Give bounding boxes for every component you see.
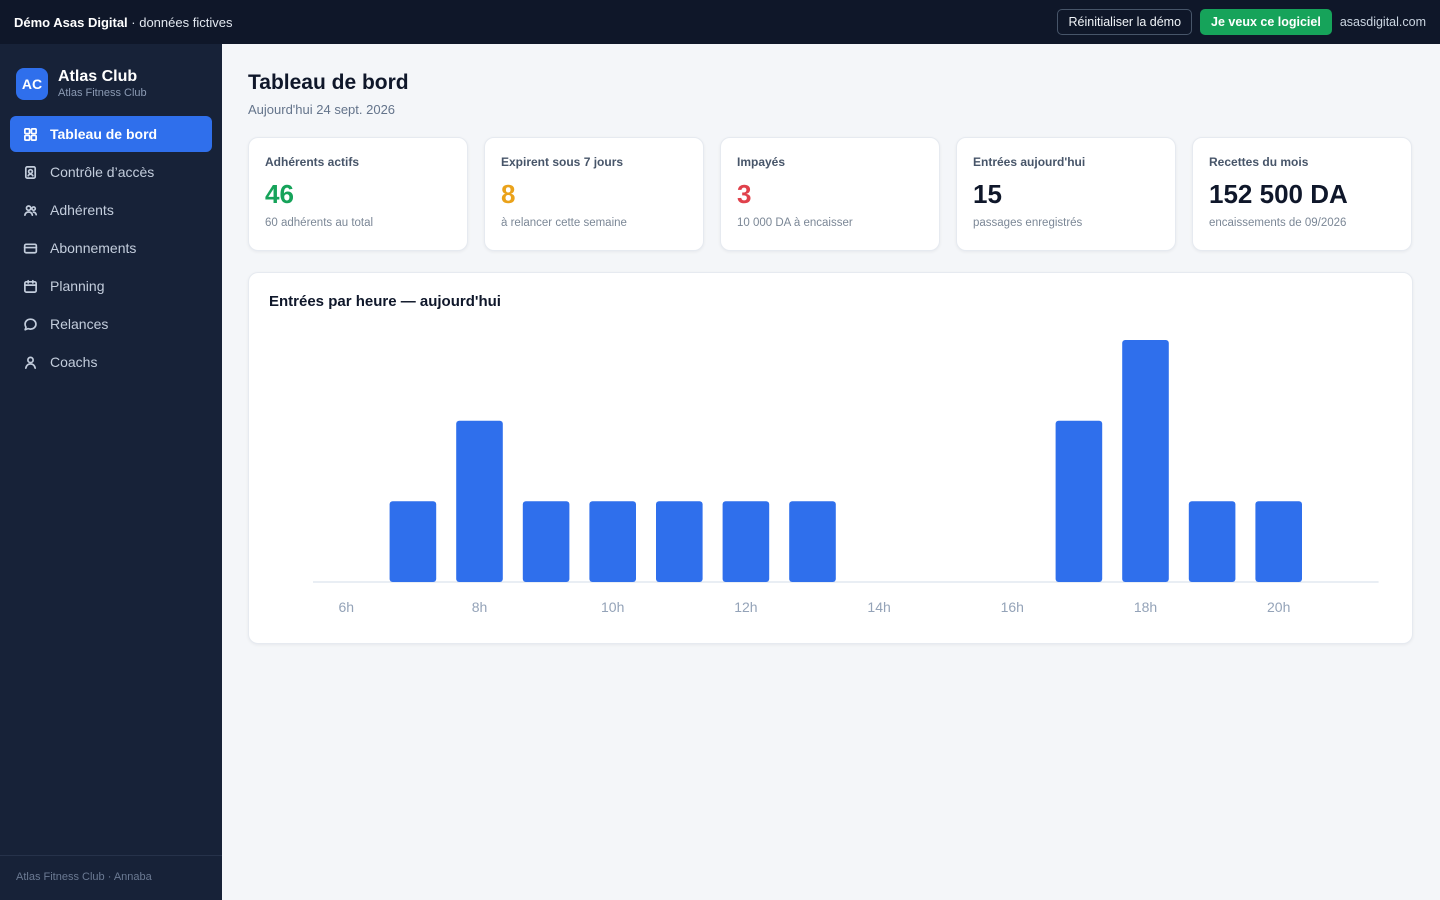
sidebar-item-members[interactable]: Adhérents xyxy=(10,192,212,228)
club-logo: AC Atlas Club Atlas Fitness Club xyxy=(0,44,222,106)
chart-bar-20h xyxy=(1255,501,1302,582)
x-tick-label: 18h xyxy=(1134,599,1157,615)
club-name: Atlas Club xyxy=(58,68,138,85)
sidebar-item-label: Tableau de bord xyxy=(50,126,158,142)
main-content: Tableau de bord Aujourd'hui 24 sept. 202… xyxy=(222,44,1440,900)
stat-value: 8 xyxy=(501,179,516,209)
sidebar: AC Atlas Club Atlas Fitness Club Tableau… xyxy=(0,44,222,900)
badge-icon xyxy=(22,164,38,180)
stat-subtext: 60 adhérents au total xyxy=(265,217,374,229)
stat-value: 3 xyxy=(737,179,752,209)
sidebar-footer: Atlas Fitness Club · Annaba xyxy=(0,855,222,900)
sidebar-item-label: Planning xyxy=(50,278,105,294)
sidebar-nav: Tableau de bord Contrôle d’accès Adhéren… xyxy=(0,116,222,380)
x-tick-label: 10h xyxy=(601,599,624,615)
chart-title: Entrées par heure — aujourd'hui xyxy=(269,293,501,310)
stat-card-unpaid: Impayés 3 10 000 DA à encaisser xyxy=(720,137,940,251)
dashboard-icon xyxy=(22,126,38,142)
stat-card-expiring: Expirent sous 7 jours 8 à relancer cette… xyxy=(484,137,704,251)
chart-bar-11h xyxy=(656,501,703,582)
sidebar-item-label: Adhérents xyxy=(50,202,114,218)
sidebar-item-label: Contrôle d’accès xyxy=(50,164,155,180)
users-icon xyxy=(22,202,38,218)
chart-bar-10h xyxy=(589,501,636,582)
message-icon xyxy=(22,316,38,332)
sidebar-item-label: Coachs xyxy=(50,354,98,370)
stat-value: 152 500 DA xyxy=(1209,179,1348,209)
stat-card-active-members: Adhérents actifs 46 60 adhérents au tota… xyxy=(248,137,468,251)
stat-subtext: à relancer cette semaine xyxy=(501,217,627,229)
x-tick-label: 16h xyxy=(1001,599,1024,615)
stat-card-entries-today: Entrées aujourd'hui 15 passages enregist… xyxy=(956,137,1176,251)
stat-label: Expirent sous 7 jours xyxy=(501,155,624,169)
chart-bar-19h xyxy=(1188,501,1236,582)
chart-bar-18h xyxy=(1122,340,1169,582)
demo-brand-note: · données fictives xyxy=(127,14,233,30)
page-title: Tableau de bord xyxy=(248,71,409,94)
x-tick-label: 14h xyxy=(867,599,890,615)
stat-label: Impayés xyxy=(737,155,786,169)
page-date: Aujourd'hui 24 sept. 2026 xyxy=(248,102,396,117)
club-full-name: Atlas Fitness Club xyxy=(58,87,147,99)
stat-value: 15 xyxy=(973,179,1002,209)
sidebar-item-label: Relances xyxy=(50,316,109,332)
x-tick-label: 6h xyxy=(339,599,355,615)
sidebar-item-dashboard[interactable]: Tableau de bord xyxy=(10,116,212,152)
stat-value: 46 xyxy=(265,179,294,209)
asasdigital-link[interactable]: asasdigital.com xyxy=(1339,15,1426,29)
x-tick-label: 8h xyxy=(472,599,488,615)
sidebar-item-subscriptions[interactable]: Abonnements xyxy=(10,230,212,266)
hourly-entries-chart: 6h 8h 10h 12h 14h 16h 18h 20h xyxy=(313,340,1379,615)
user-icon xyxy=(22,354,38,370)
sidebar-item-planning[interactable]: Planning xyxy=(10,268,212,304)
stat-subtext: 10 000 DA à encaisser xyxy=(737,217,853,229)
demo-banner-text: Démo Asas Digital · données fictives xyxy=(14,15,232,30)
sidebar-item-label: Abonnements xyxy=(50,240,137,256)
calendar-icon xyxy=(22,278,38,294)
want-software-button[interactable]: Je veux ce logiciel xyxy=(1200,9,1332,35)
card-icon xyxy=(22,240,38,256)
stat-card-monthly-revenue: Recettes du mois 152 500 DA encaissement… xyxy=(1192,137,1412,251)
x-tick-label: 12h xyxy=(734,599,757,615)
demo-brand-name: Démo Asas Digital xyxy=(14,14,128,30)
stat-label: Entrées aujourd'hui xyxy=(973,155,1086,169)
sidebar-item-reminders[interactable]: Relances xyxy=(10,306,212,342)
chart-bar-12h xyxy=(722,501,770,582)
demo-banner: Démo Asas Digital · données fictives Réi… xyxy=(0,0,1440,44)
reset-demo-button[interactable]: Réinitialiser la démo xyxy=(1057,9,1193,35)
sidebar-item-coaches[interactable]: Coachs xyxy=(10,344,212,380)
chart-bar-8h xyxy=(456,420,503,582)
stat-label: Adhérents actifs xyxy=(265,155,360,169)
club-initials-badge: AC xyxy=(16,68,48,100)
chart-bar-9h xyxy=(522,501,570,582)
stat-subtext: encaissements de 09/2026 xyxy=(1209,217,1347,229)
stats-cards: Adhérents actifs 46 60 adhérents au tota… xyxy=(248,137,1414,251)
x-tick-label: 20h xyxy=(1267,599,1290,615)
chart-bar-7h xyxy=(389,501,437,582)
stat-subtext: passages enregistrés xyxy=(973,217,1083,229)
stat-label: Recettes du mois xyxy=(1209,155,1309,169)
sidebar-item-access-control[interactable]: Contrôle d’accès xyxy=(10,154,212,190)
chart-bar-17h xyxy=(1055,420,1103,582)
hourly-entries-chart-card: Entrées par heure — aujourd'hui 6h 8h 10h 1… xyxy=(248,272,1413,644)
chart-bar-13h xyxy=(789,501,836,582)
